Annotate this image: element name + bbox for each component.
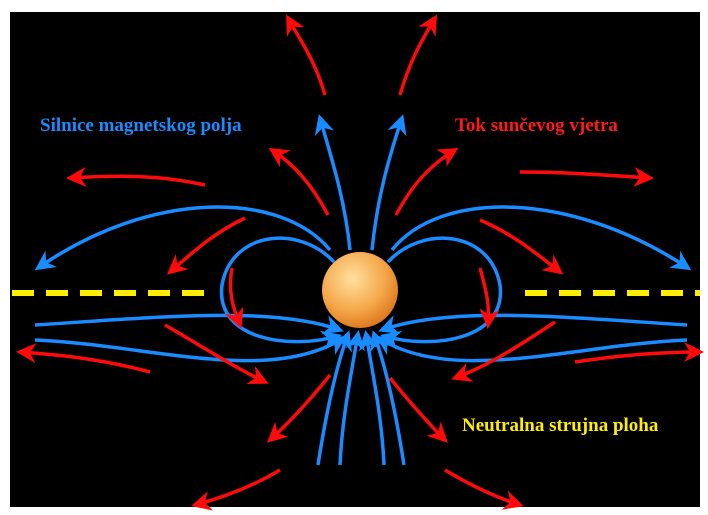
sun <box>322 252 398 328</box>
current-sheet-label: Neutralna strujna ploha <box>462 415 659 436</box>
magnetic-field-label: Silnice magnetskog polja <box>40 115 242 136</box>
solar-wind-arrows <box>16 14 704 511</box>
magnetic-field-lines <box>34 114 692 466</box>
solar-wind-label: Tok sunčevog vjetra <box>455 115 618 136</box>
